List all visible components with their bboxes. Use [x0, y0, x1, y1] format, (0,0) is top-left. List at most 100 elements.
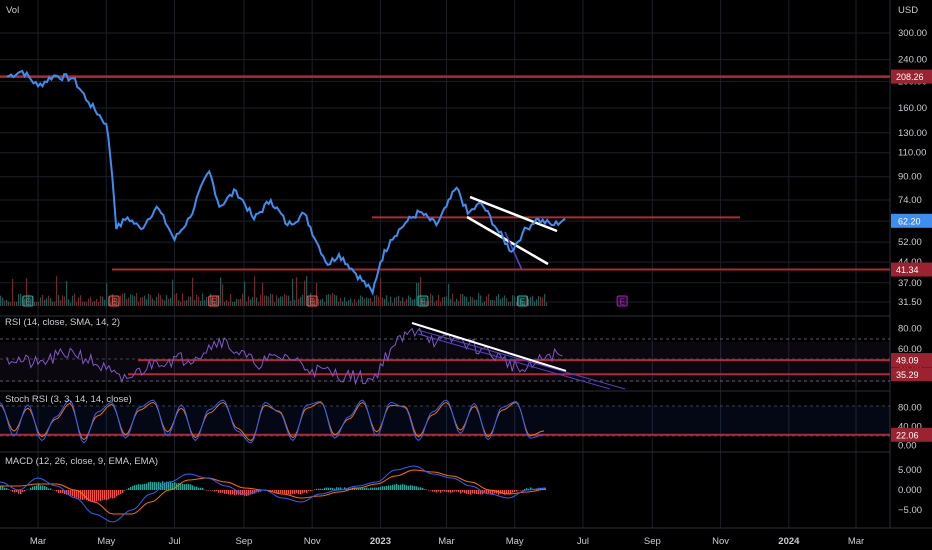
volume-bar	[20, 293, 22, 306]
macd-histogram-bar	[146, 483, 148, 490]
macd-histogram-bar	[64, 490, 66, 495]
time-axis-label: Nov	[712, 536, 729, 547]
volume-bar	[380, 277, 382, 306]
macd-histogram-bar	[316, 488, 318, 490]
volume-bar	[480, 295, 482, 306]
volume-bar	[298, 298, 300, 306]
macd-histogram-bar	[6, 488, 8, 490]
price-level-tag-label: 41.34	[896, 265, 919, 275]
volume-bar	[52, 301, 54, 306]
earnings-marker-box	[208, 295, 220, 307]
volume-bar	[204, 300, 206, 306]
earnings-marker[interactable]: E	[616, 295, 628, 307]
macd-histogram-bar	[364, 487, 366, 490]
macd-histogram-bar	[86, 490, 88, 501]
earnings-marker[interactable]: E	[417, 295, 429, 307]
earnings-marker[interactable]: E	[108, 295, 120, 307]
macd-histogram-bar	[144, 484, 146, 490]
macd-histogram-bar	[306, 490, 308, 493]
volume-bar	[388, 302, 390, 306]
volume-bar	[106, 283, 108, 306]
macd-histogram-bar	[160, 482, 162, 490]
stoch-title[interactable]: Stoch RSI (3, 3, 14, 14, close)	[5, 394, 132, 405]
volume-bar	[66, 281, 68, 306]
earnings-marker[interactable]: E	[517, 295, 529, 307]
earnings-marker[interactable]: E	[208, 295, 220, 307]
volume-bar	[334, 294, 336, 306]
macd-histogram-bar	[528, 488, 530, 490]
volume-bar	[220, 277, 222, 306]
macd-histogram-bar	[284, 490, 286, 494]
macd-histogram-bar	[290, 490, 292, 495]
volume-bar	[82, 301, 84, 306]
volume-bar	[428, 300, 430, 306]
macd-histogram-bar	[118, 490, 120, 495]
volume-bar	[40, 297, 42, 306]
volume-bar	[496, 296, 498, 306]
volume-bar	[324, 301, 326, 306]
volume-bar	[42, 294, 44, 306]
time-axis[interactable]: Mar May Jul Sep Nov 2023 Mar May Jul Sep Nov 2024 Ma…	[30, 536, 864, 547]
macd-histogram-bar	[300, 490, 302, 495]
macd-histogram-bar	[356, 488, 358, 490]
macd-histogram-bar	[228, 490, 230, 495]
volume-bar	[412, 299, 414, 306]
volume-bar	[364, 298, 366, 306]
macd-histogram-bar	[234, 490, 236, 496]
macd-histogram-bar	[394, 484, 396, 490]
volume-bar	[230, 293, 232, 306]
rsi-title[interactable]: RSI (14, close, SMA, 14, 2)	[5, 317, 120, 328]
volume-bar	[490, 299, 492, 306]
volume-bar	[400, 300, 402, 306]
macd-histogram-bar	[466, 490, 468, 494]
earnings-marker[interactable]: E	[306, 295, 318, 307]
macd-histogram-bar	[30, 487, 32, 490]
macd-histogram-bar	[348, 488, 350, 490]
macd-histogram-bar	[322, 488, 324, 490]
volume-bar	[256, 297, 258, 306]
earnings-marker-label: E	[309, 298, 314, 307]
macd-histogram-bar	[120, 490, 122, 495]
volume-bar	[28, 294, 30, 306]
macd-histogram-bar	[78, 490, 80, 499]
volume-bar	[114, 297, 116, 306]
macd-title[interactable]: MACD (12, 26, close, 9, EMA, EMA)	[5, 456, 158, 467]
macd-histogram-bar	[334, 488, 336, 490]
macd-histogram-bar	[166, 481, 168, 490]
volume-bar	[540, 296, 542, 306]
volume-bar	[116, 298, 118, 306]
macd-histogram-bar	[198, 487, 200, 490]
volume-bar	[74, 293, 76, 306]
volume-bar	[396, 296, 398, 306]
volume-bar	[62, 295, 64, 306]
macd-histogram-bar	[110, 490, 112, 498]
earnings-marker-box	[417, 295, 429, 307]
earnings-marker[interactable]: E	[22, 295, 34, 307]
macd-histogram-bar	[324, 487, 326, 490]
macd-histogram-bar	[130, 486, 132, 490]
volume-bar	[98, 302, 100, 306]
stoch-band	[0, 406, 890, 436]
volume-bar	[206, 297, 208, 306]
volume-bar	[492, 300, 494, 306]
macd-histogram-bar	[204, 489, 206, 491]
volume-bar	[382, 297, 384, 306]
time-axis-label: Sep	[644, 536, 661, 547]
volume-bar	[474, 299, 476, 306]
last-price-tag	[891, 213, 932, 228]
rsi-level-tag	[891, 353, 932, 368]
volume-bar	[538, 296, 540, 306]
volume-bar	[338, 301, 340, 306]
macd-histogram-bar	[524, 488, 526, 490]
volume-bar	[514, 296, 516, 306]
volume-bar	[34, 302, 36, 306]
macd-histogram-bar	[392, 484, 394, 490]
volume-bar	[150, 294, 152, 306]
volume-bar	[336, 295, 338, 306]
volume-bar	[268, 296, 270, 306]
volume-bar	[446, 296, 448, 306]
macd-histogram-bar	[178, 483, 180, 490]
